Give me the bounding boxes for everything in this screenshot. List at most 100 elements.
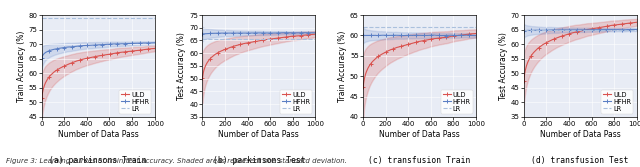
- Y-axis label: Test Accuracy (%): Test Accuracy (%): [177, 32, 186, 100]
- HFHR: [268, 32, 275, 34]
- ULD: [360, 83, 367, 85]
- HFHR: [587, 29, 595, 31]
- ULD: [454, 34, 462, 36]
- HFHR: [462, 34, 470, 36]
- Legend: ULD, HFHR, LR: ULD, HFHR, LR: [441, 90, 473, 114]
- HFHR: [266, 32, 273, 34]
- Line: HFHR: HFHR: [201, 31, 317, 36]
- LR: [198, 38, 206, 40]
- ULD: [359, 86, 367, 88]
- HFHR: [312, 32, 319, 34]
- ULD: [588, 28, 595, 30]
- HFHR: [588, 29, 595, 31]
- HFHR: [429, 34, 436, 36]
- Line: HFHR: HFHR: [362, 33, 478, 37]
- Text: (a) parkinsons Train: (a) parkinsons Train: [49, 156, 147, 165]
- ULD: [472, 33, 480, 35]
- ULD: [589, 28, 596, 30]
- X-axis label: Number of Data Pass: Number of Data Pass: [218, 130, 300, 139]
- ULD: [520, 76, 528, 78]
- ULD: [38, 97, 45, 99]
- LR: [359, 26, 367, 28]
- HFHR: [360, 34, 367, 36]
- ULD: [266, 38, 273, 40]
- ULD: [107, 53, 115, 55]
- Legend: ULD, HFHR, LR: ULD, HFHR, LR: [602, 90, 634, 114]
- Text: (b) parkinsons Test: (b) parkinsons Test: [212, 156, 305, 165]
- Line: ULD: ULD: [201, 32, 317, 80]
- ULD: [426, 38, 434, 40]
- ULD: [633, 21, 640, 23]
- X-axis label: Number of Data Pass: Number of Data Pass: [540, 130, 621, 139]
- ULD: [38, 94, 46, 96]
- X-axis label: Number of Data Pass: Number of Data Pass: [379, 130, 460, 139]
- Line: HFHR: HFHR: [40, 41, 157, 60]
- HFHR: [624, 29, 632, 31]
- HFHR: [301, 32, 309, 34]
- HFHR: [633, 29, 640, 31]
- ULD: [199, 74, 207, 76]
- ULD: [472, 32, 479, 34]
- HFHR: [470, 35, 477, 37]
- ULD: [294, 35, 301, 37]
- ULD: [615, 24, 623, 26]
- Line: ULD: ULD: [362, 32, 478, 89]
- Y-axis label: Test Accuracy (%): Test Accuracy (%): [499, 32, 508, 100]
- X-axis label: Number of Data Pass: Number of Data Pass: [58, 130, 138, 139]
- HFHR: [520, 30, 528, 32]
- HFHR: [520, 30, 527, 32]
- ULD: [461, 33, 469, 35]
- ULD: [622, 22, 630, 24]
- HFHR: [426, 34, 434, 36]
- Line: ULD: ULD: [40, 47, 157, 100]
- HFHR: [199, 33, 207, 35]
- Y-axis label: Train Accuracy (%): Train Accuracy (%): [338, 30, 347, 102]
- LR: [38, 17, 45, 19]
- HFHR: [140, 42, 148, 44]
- ULD: [105, 53, 113, 55]
- HFHR: [455, 35, 463, 37]
- HFHR: [38, 57, 45, 59]
- ULD: [105, 53, 113, 55]
- ULD: [268, 38, 275, 40]
- ULD: [520, 80, 527, 82]
- ULD: [151, 47, 159, 49]
- HFHR: [105, 43, 113, 45]
- HFHR: [133, 42, 141, 44]
- HFHR: [426, 34, 434, 36]
- LR: [38, 17, 45, 19]
- ULD: [198, 77, 206, 79]
- ULD: [133, 49, 141, 51]
- HFHR: [428, 34, 436, 36]
- HFHR: [622, 29, 630, 31]
- HFHR: [151, 42, 159, 44]
- LR: [520, 29, 527, 31]
- HFHR: [105, 43, 113, 45]
- HFHR: [266, 32, 273, 34]
- HFHR: [301, 32, 308, 34]
- ULD: [301, 34, 308, 36]
- HFHR: [38, 56, 46, 58]
- ULD: [587, 28, 595, 30]
- ULD: [140, 49, 148, 51]
- ULD: [266, 38, 273, 40]
- HFHR: [359, 34, 367, 36]
- LR: [520, 29, 527, 31]
- HFHR: [198, 33, 206, 35]
- Line: HFHR: HFHR: [522, 28, 639, 33]
- LR: [198, 38, 206, 40]
- Legend: ULD, HFHR, LR: ULD, HFHR, LR: [280, 90, 312, 114]
- HFHR: [294, 32, 301, 34]
- Legend: ULD, HFHR, LR: ULD, HFHR, LR: [119, 90, 152, 114]
- ULD: [428, 38, 436, 40]
- Text: (d) transfusion Test: (d) transfusion Test: [531, 156, 629, 165]
- HFHR: [615, 29, 623, 31]
- HFHR: [107, 43, 115, 45]
- Y-axis label: Train Accuracy (%): Train Accuracy (%): [17, 30, 26, 102]
- Text: Figure 3: Learning curves of train/test accuracy. Shaded areas represent one sta: Figure 3: Learning curves of train/test …: [6, 157, 348, 164]
- Line: ULD: ULD: [522, 21, 639, 82]
- LR: [359, 26, 367, 28]
- Text: (c) transfusion Train: (c) transfusion Train: [369, 156, 471, 165]
- HFHR: [472, 35, 480, 37]
- HFHR: [589, 29, 596, 31]
